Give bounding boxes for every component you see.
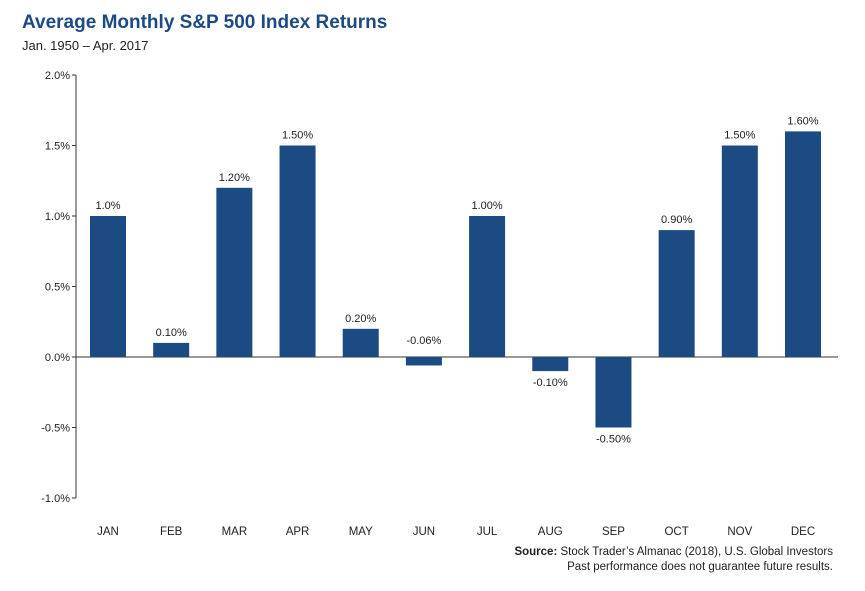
bar-nov — [721, 145, 758, 357]
x-tick-label: MAY — [349, 526, 373, 538]
data-label: 0.20% — [345, 313, 376, 325]
x-tick-label: JAN — [97, 526, 119, 538]
x-tick-label: MAR — [222, 526, 248, 538]
chart-subtitle: Jan. 1950 – Apr. 2017 — [22, 38, 149, 53]
data-label: 1.0% — [95, 200, 120, 212]
data-label: 1.20% — [219, 172, 250, 184]
bar-oct — [658, 230, 695, 357]
data-label: -0.10% — [533, 377, 568, 389]
bar-jun — [405, 357, 442, 366]
y-tick-label: -1.0% — [41, 493, 70, 505]
x-tick-label: OCT — [664, 526, 688, 538]
x-tick-label: NOV — [727, 526, 752, 538]
disclaimer-text: Past performance does not guarantee futu… — [567, 561, 833, 573]
y-tick-label: -0.5% — [41, 423, 70, 435]
source-note: Source: Stock Trader’s Almanac (2018), U… — [514, 545, 833, 575]
bar-mar — [216, 187, 253, 357]
bar-sep — [595, 357, 632, 428]
x-tick-label: FEB — [160, 526, 183, 538]
y-tick-label: 1.0% — [45, 211, 70, 223]
x-tick-label: JUN — [413, 526, 435, 538]
chart-title: Average Monthly S&P 500 Index Returns — [22, 12, 388, 33]
bar-jan — [90, 216, 126, 357]
bar-aug — [532, 357, 569, 372]
source-label: Source: — [514, 546, 558, 558]
data-label: -0.50% — [596, 434, 631, 446]
data-label: 0.10% — [156, 327, 187, 339]
y-tick-label: 0.5% — [45, 282, 70, 294]
data-label: 0.90% — [661, 214, 692, 226]
data-label: 1.50% — [724, 130, 755, 142]
bar-feb — [153, 342, 190, 357]
data-label: 1.50% — [282, 130, 313, 142]
x-tick-label: SEP — [602, 526, 625, 538]
x-tick-label: JUL — [477, 526, 498, 538]
x-tick-label: DEC — [791, 526, 815, 538]
bar-jul — [469, 216, 506, 357]
bar-may — [342, 328, 379, 357]
x-tick-label: AUG — [538, 526, 563, 538]
y-tick-label: 0.0% — [45, 352, 70, 364]
y-tick-label: 2.0% — [45, 70, 70, 82]
bar-dec — [785, 131, 821, 357]
data-label: 1.60% — [787, 115, 818, 127]
y-tick-label: 1.5% — [45, 141, 70, 153]
source-text: Stock Trader’s Almanac (2018), U.S. Glob… — [560, 546, 833, 558]
x-tick-label: APR — [286, 526, 310, 538]
bar-apr — [279, 145, 316, 357]
data-label: -0.06% — [406, 335, 441, 347]
data-label: 1.00% — [471, 200, 502, 212]
source-line: Source: Stock Trader’s Almanac (2018), U… — [514, 545, 833, 560]
